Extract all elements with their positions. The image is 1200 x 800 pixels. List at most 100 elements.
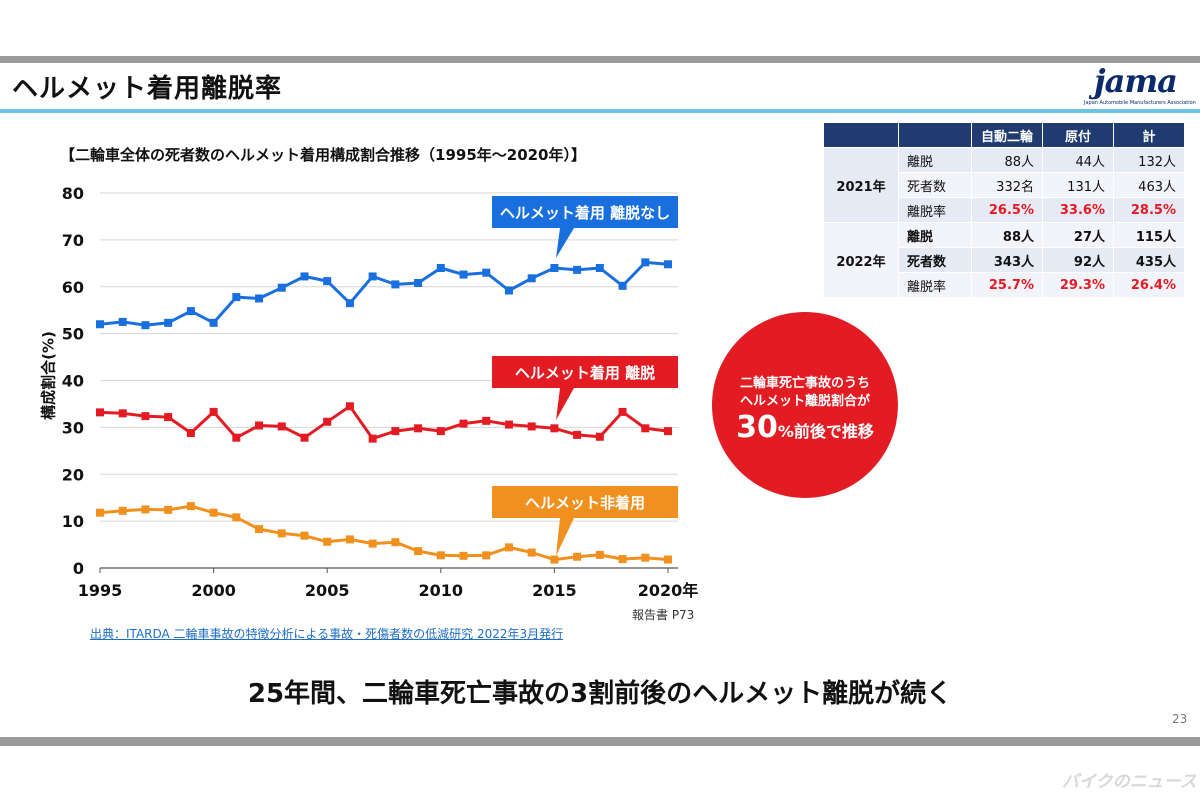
data-point	[277, 422, 286, 431]
data-point	[118, 317, 127, 326]
data-point	[368, 434, 377, 443]
data-point	[368, 539, 377, 548]
page-title: ヘルメット着用離脱率	[12, 74, 283, 104]
data-point	[573, 265, 582, 274]
callout-big-number: 30	[736, 410, 778, 445]
data-point	[664, 427, 672, 436]
data-point	[232, 433, 241, 442]
data-point	[141, 412, 150, 421]
data-point	[96, 320, 104, 329]
data-point	[323, 537, 332, 546]
data-point	[641, 424, 650, 433]
table-cell: 44人	[1042, 147, 1114, 173]
data-point	[164, 505, 173, 514]
x-tick-label: 2010	[419, 581, 464, 600]
y-tick-label: 20	[62, 465, 84, 484]
source-link[interactable]: 出典：ITARDA 二輪車事故の特徴分析による事故・死傷者数の低減研究 2022…	[90, 627, 564, 641]
row-label: 離脱率	[898, 272, 972, 298]
data-point	[209, 318, 218, 327]
data-point	[618, 281, 627, 290]
data-point	[186, 502, 195, 511]
header-cell-total: 計	[1113, 122, 1185, 148]
year-cell-2022: 2022年	[823, 222, 899, 298]
helmet-stats-table: 自動二輪 原付 計 2021年 離脱 88人 44人 132人 死者数 332名…	[823, 122, 1185, 298]
data-point	[209, 407, 218, 416]
data-point	[550, 424, 559, 433]
data-point	[664, 260, 672, 269]
page-number: 23	[1172, 712, 1188, 726]
data-point	[482, 268, 491, 277]
data-point	[459, 419, 468, 428]
header-cell-item	[898, 122, 972, 148]
data-point	[482, 551, 491, 560]
data-point	[141, 505, 150, 514]
table-header-row: 自動二輪 原付 計	[823, 122, 1185, 148]
table-row: 2021年 離脱 88人 44人 132人	[823, 147, 1185, 223]
table-row: 死者数 343人 92人 435人	[824, 247, 1185, 273]
summary-callout-circle: 二輪車死亡事故のうち ヘルメット離脱割合が 30%前後で推移	[712, 312, 898, 498]
table-row: 離脱率 26.5% 33.6% 28.5%	[824, 197, 1185, 223]
data-point	[323, 277, 332, 286]
series-callout-pointer	[556, 518, 574, 556]
data-point	[573, 552, 582, 561]
data-point	[164, 318, 173, 327]
data-point	[414, 547, 423, 556]
data-point	[550, 264, 559, 272]
header-cell-year	[823, 122, 899, 148]
data-point	[414, 424, 423, 433]
data-point	[300, 272, 309, 281]
data-point	[436, 551, 445, 560]
data-point	[255, 421, 264, 430]
data-point	[232, 513, 241, 522]
line-chart: 0 10 20 30 40 50 60 70 80 1995 2000 2005 2010 2015 20…	[62, 184, 699, 600]
data-point	[186, 307, 195, 316]
table-cell: 88人	[971, 222, 1043, 248]
x-tick-label: 2020年	[638, 581, 699, 600]
table-cell: 132人	[1113, 147, 1185, 173]
series-line-0	[99, 260, 669, 327]
data-point	[209, 508, 218, 517]
row-label: 死者数	[898, 172, 972, 198]
y-tick-label: 30	[62, 418, 84, 437]
data-point	[118, 506, 127, 515]
data-point	[550, 555, 559, 564]
series-callout-label: ヘルメット非着用	[525, 494, 645, 512]
row-label: 離脱率	[898, 197, 972, 223]
year-cell-2021: 2021年	[823, 147, 899, 223]
data-point	[391, 427, 400, 436]
conclusion-text: 25年間、二輪車死亡事故の3割前後のヘルメット離脱が続く	[247, 679, 953, 709]
watermark-text: バイクのニュース	[1062, 772, 1197, 792]
y-tick-label: 0	[73, 559, 84, 578]
data-point	[277, 529, 286, 538]
table-cell: 88人	[971, 147, 1043, 173]
y-tick-label: 70	[62, 231, 84, 250]
data-point	[641, 553, 650, 562]
jama-logo: jama Japan Automobile Manufacturers Asso…	[1080, 62, 1196, 108]
data-point	[573, 430, 582, 439]
callout-suffix: %前後で推移	[777, 422, 874, 441]
table-row: 死者数 332名 131人 463人	[824, 172, 1185, 198]
y-axis-ticks: 0 10 20 30 40 50 60 70 80	[62, 184, 84, 578]
data-point	[391, 280, 400, 289]
series-callout-label: ヘルメット着用 離脱	[515, 364, 655, 382]
row-label: 死者数	[898, 247, 972, 273]
x-tick-label: 2005	[305, 581, 350, 600]
data-point	[527, 548, 536, 557]
series-callout-pointer	[556, 388, 574, 420]
data-point	[595, 432, 604, 441]
series-callout-box	[492, 486, 678, 518]
data-point	[96, 408, 104, 417]
data-point	[186, 429, 195, 437]
data-point	[459, 551, 468, 560]
title-rule	[0, 109, 1200, 113]
data-point	[345, 535, 354, 544]
data-point	[391, 538, 400, 547]
data-point	[504, 286, 513, 295]
table-cell-rate: 25.7%	[971, 272, 1043, 298]
table-cell-rate: 29.3%	[1042, 272, 1114, 298]
callout-line-3: 30%前後で推移	[712, 410, 898, 445]
bottom-bar	[0, 737, 1200, 746]
data-point	[164, 413, 173, 422]
series-callout-box	[492, 196, 678, 228]
table-cell: 332名	[971, 172, 1043, 198]
